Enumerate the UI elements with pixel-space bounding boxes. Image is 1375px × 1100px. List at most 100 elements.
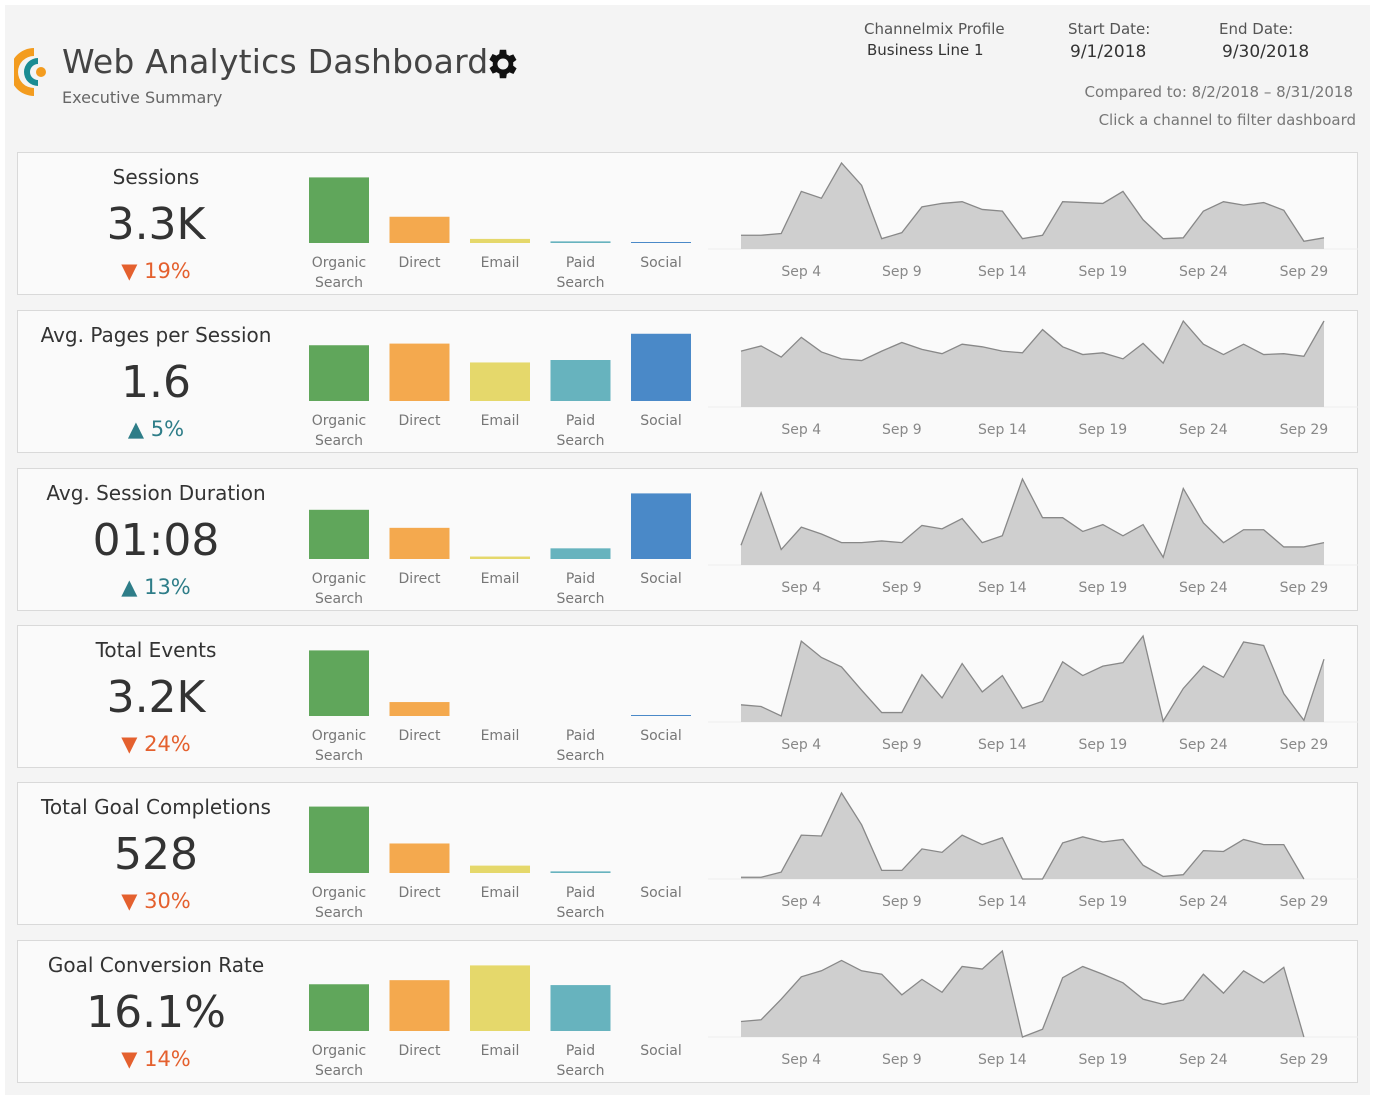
channel-bar[interactable]	[309, 509, 369, 559]
channel-label[interactable]: Search	[315, 275, 363, 291]
channel-bar[interactable]	[389, 216, 450, 243]
channel-label[interactable]: Direct	[399, 728, 441, 744]
channel-bar[interactable]	[550, 985, 611, 1031]
channel-bar[interactable]	[309, 984, 369, 1031]
channel-bar[interactable]	[550, 548, 611, 559]
channel-bar-group[interactable]: Email	[470, 238, 530, 271]
channel-bar-group[interactable]: Social	[640, 1043, 682, 1059]
channel-label[interactable]: Social	[640, 571, 682, 587]
channel-bar[interactable]	[309, 345, 369, 401]
channel-label[interactable]: Search	[556, 433, 604, 449]
channel-bar-group[interactable]: Direct	[389, 980, 450, 1059]
channel-label[interactable]: Direct	[399, 885, 441, 901]
channel-label[interactable]: Organic	[312, 728, 366, 744]
channel-label[interactable]: Search	[315, 905, 363, 921]
channel-bar[interactable]	[309, 650, 369, 716]
channel-label[interactable]: Organic	[312, 571, 366, 587]
channel-bar[interactable]	[470, 965, 530, 1031]
channel-bar-group[interactable]: Paid Search	[550, 871, 611, 921]
channel-label[interactable]: Social	[640, 728, 682, 744]
channel-label[interactable]: Paid	[566, 255, 595, 271]
channel-bar-group[interactable]: Paid Search	[556, 728, 604, 764]
channel-bar[interactable]	[309, 177, 369, 243]
channel-bar-group[interactable]: Organic Search	[309, 509, 369, 607]
channel-bar[interactable]	[389, 843, 450, 873]
channel-bar[interactable]	[470, 238, 530, 243]
channel-label[interactable]: Search	[556, 905, 604, 921]
channel-label[interactable]: Social	[640, 413, 682, 429]
channel-bar-group[interactable]: Social	[640, 885, 682, 901]
start-date-input[interactable]: 9/1/2018	[1070, 42, 1147, 62]
channel-label[interactable]: Direct	[399, 255, 441, 271]
channel-bar[interactable]	[389, 343, 450, 401]
channel-bar-group[interactable]: Direct	[389, 343, 450, 429]
channel-bar-group[interactable]: Direct	[389, 216, 450, 271]
gear-icon[interactable]	[484, 45, 522, 83]
channel-bar[interactable]	[631, 493, 691, 559]
channel-label[interactable]: Email	[481, 885, 520, 901]
channel-bar[interactable]	[389, 980, 450, 1031]
channel-bar-group[interactable]: Paid Search	[550, 241, 611, 291]
channel-label[interactable]: Social	[640, 885, 682, 901]
channel-label[interactable]: Search	[315, 1063, 363, 1079]
channel-label[interactable]: Email	[481, 413, 520, 429]
channel-label[interactable]: Search	[315, 433, 363, 449]
channel-label[interactable]: Direct	[399, 1043, 441, 1059]
profile-selector[interactable]: Business Line 1	[867, 41, 984, 59]
channel-label[interactable]: Direct	[399, 413, 441, 429]
channel-label[interactable]: Search	[315, 591, 363, 607]
channel-bar-group[interactable]: Organic Search	[309, 650, 369, 764]
channel-bar[interactable]	[309, 806, 369, 873]
channel-label[interactable]: Paid	[566, 571, 595, 587]
channel-label[interactable]: Email	[481, 1043, 520, 1059]
channel-label[interactable]: Organic	[312, 413, 366, 429]
channel-bar-group[interactable]: Email	[470, 965, 530, 1059]
channel-bar[interactable]	[470, 865, 530, 873]
channel-label[interactable]: Paid	[566, 885, 595, 901]
channel-bar[interactable]	[631, 333, 691, 401]
channel-label[interactable]: Search	[315, 748, 363, 764]
channel-bar-group[interactable]: Paid Search	[550, 360, 611, 449]
channel-bar[interactable]	[389, 527, 450, 559]
channel-label[interactable]: Paid	[566, 1043, 595, 1059]
channel-bar[interactable]	[389, 702, 450, 716]
channel-bar[interactable]	[550, 871, 611, 873]
channel-bar-group[interactable]: Social	[631, 242, 691, 271]
channel-label[interactable]: Search	[556, 275, 604, 291]
channel-bar-group[interactable]: Social	[631, 715, 691, 744]
channel-label[interactable]: Email	[481, 571, 520, 587]
channel-label[interactable]: Email	[481, 728, 520, 744]
channel-bar[interactable]	[550, 241, 611, 243]
channel-bar-group[interactable]: Email	[481, 728, 520, 744]
channel-bar[interactable]	[550, 360, 611, 401]
channel-bar-group[interactable]: Social	[631, 333, 691, 429]
channel-label[interactable]: Search	[556, 1063, 604, 1079]
end-date-input[interactable]: 9/30/2018	[1222, 42, 1310, 62]
channel-bar-group[interactable]: Direct	[389, 527, 450, 587]
channel-label[interactable]: Direct	[399, 571, 441, 587]
channel-bar-group[interactable]: Social	[631, 493, 691, 587]
channel-bar-group[interactable]: Email	[470, 865, 530, 901]
channel-bar[interactable]	[470, 362, 530, 401]
channel-label[interactable]: Search	[556, 748, 604, 764]
channel-label[interactable]: Social	[640, 255, 682, 271]
channel-label[interactable]: Paid	[566, 413, 595, 429]
channel-bar-group[interactable]: Organic Search	[309, 345, 369, 449]
channel-bar-group[interactable]: Email	[470, 556, 530, 587]
channel-label[interactable]: Social	[640, 1043, 682, 1059]
channel-bar-group[interactable]: Organic Search	[309, 984, 369, 1079]
channel-bar[interactable]	[470, 556, 530, 559]
channel-label[interactable]: Paid	[566, 728, 595, 744]
channel-label[interactable]: Organic	[312, 255, 366, 271]
channel-label[interactable]: Email	[481, 255, 520, 271]
channel-label[interactable]: Search	[556, 591, 604, 607]
channel-bar-group[interactable]: Email	[470, 362, 530, 429]
channel-bar-group[interactable]: Paid Search	[550, 985, 611, 1079]
channel-bar-group[interactable]: Paid Search	[550, 548, 611, 607]
channel-bar-group[interactable]: Direct	[389, 843, 450, 901]
channel-bar[interactable]	[631, 242, 691, 243]
channel-bar-group[interactable]: Direct	[389, 702, 450, 744]
channel-bar-group[interactable]: Organic Search	[309, 177, 369, 291]
channel-label[interactable]: Organic	[312, 1043, 366, 1059]
channel-label[interactable]: Organic	[312, 885, 366, 901]
